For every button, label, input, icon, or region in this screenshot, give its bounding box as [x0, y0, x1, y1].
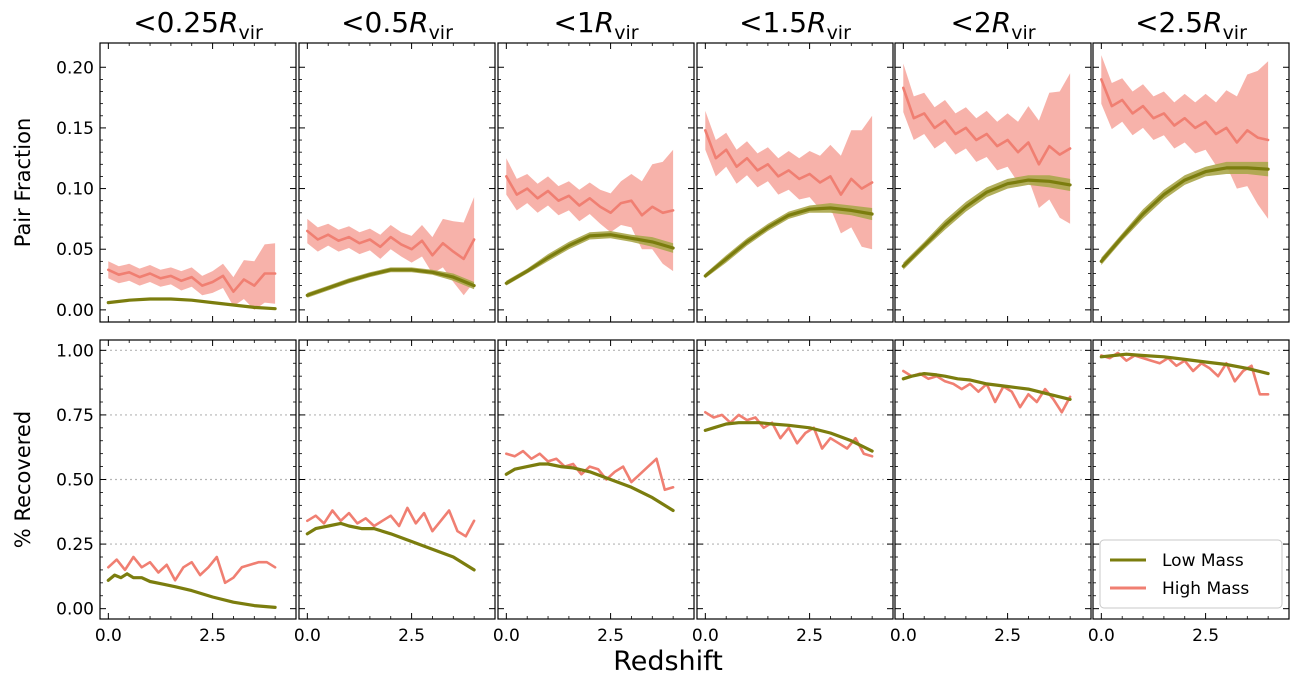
x-tick-label: 0.0	[1088, 626, 1115, 646]
legend-label: High Mass	[1162, 579, 1249, 599]
low-mass-line	[703, 206, 874, 278]
x-tick-label: 0.0	[692, 626, 719, 646]
high-mass-band	[903, 63, 1071, 224]
low-mass-line	[106, 572, 277, 610]
column-title: <1Rvir	[553, 6, 638, 44]
column-title: <0.25Rvir	[133, 6, 263, 44]
legend-box	[1099, 539, 1283, 609]
x-tick-label: 0.0	[890, 626, 917, 646]
x-tick-label: 2.5	[199, 626, 226, 646]
panel-r0-c2	[497, 42, 695, 323]
low-mass-line	[305, 268, 476, 297]
panel-background	[299, 340, 495, 619]
y-axis-label: % Recovered	[11, 411, 35, 548]
high-mass-band	[705, 110, 873, 250]
y-tick-label: 0.75	[56, 406, 94, 426]
panel-r1-c2: 0.0 2.5	[493, 339, 695, 646]
panel-frame	[894, 42, 1092, 323]
panel-background	[697, 340, 893, 619]
y-axis-label: Pair Fraction	[11, 118, 35, 248]
x-tick-label: 0.0	[95, 626, 122, 646]
panel-frame	[298, 42, 496, 323]
panel-r1-c1: 0.0 2.5	[294, 339, 496, 646]
high-mass-line	[305, 229, 476, 261]
y-tick-label: 0.15	[56, 119, 94, 139]
y-tick-label: 0.10	[56, 180, 94, 200]
column-title: <2.5Rvir	[1135, 6, 1247, 44]
panel-r0-c0: 0.00 0.05 0.10 0.15 0.20	[56, 42, 297, 323]
low-mass-line	[703, 421, 874, 453]
legend: Low Mass High Mass	[1099, 539, 1283, 609]
low-mass-line	[504, 462, 675, 513]
panel-r0-c1	[298, 42, 496, 323]
y-tick-label: 0.20	[56, 58, 94, 78]
x-tick-label: 0.0	[294, 626, 321, 646]
x-tick-label: 2.5	[796, 626, 823, 646]
high-mass-line	[305, 506, 476, 538]
panel-frame	[497, 42, 695, 323]
panel-frame	[696, 42, 894, 323]
y-tick-label: 1.00	[56, 341, 94, 361]
panel-r0-c3	[696, 42, 894, 323]
high-mass-line	[504, 449, 675, 492]
x-tick-label: 2.5	[1192, 626, 1219, 646]
panel-frame	[99, 42, 297, 323]
low-mass-line	[1099, 166, 1270, 263]
column-title: <0.5Rvir	[341, 6, 453, 44]
y-tick-label: 0.05	[56, 240, 94, 260]
x-tick-label: 2.5	[597, 626, 624, 646]
main-layer: 0.00 0.05 0.10 0.15 0.20 Pair Fraction 0.00 0.2…	[11, 6, 1290, 677]
y-tick-label: 0.00	[56, 600, 94, 620]
column-title: <1.5Rvir	[739, 6, 851, 44]
panel-frame	[1092, 42, 1290, 323]
panel-r0-c5	[1092, 42, 1290, 323]
panel-background	[895, 340, 1091, 619]
x-tick-label: 0.0	[493, 626, 520, 646]
low-mass-line	[901, 178, 1072, 268]
high-mass-line	[107, 268, 277, 294]
panel-r1-c4: 0.0 2.5	[890, 339, 1092, 646]
x-tick-label: 2.5	[994, 626, 1021, 646]
high-mass-line	[504, 175, 675, 217]
low-mass-band	[1101, 161, 1269, 265]
high-mass-line	[1100, 78, 1270, 144]
column-title: <2Rvir	[950, 6, 1035, 44]
high-mass-line	[703, 129, 874, 196]
y-tick-label: 0.00	[56, 301, 94, 321]
high-mass-line	[901, 86, 1072, 166]
low-mass-line	[106, 297, 277, 311]
high-mass-band	[1101, 55, 1269, 219]
x-tick-label: 2.5	[398, 626, 425, 646]
low-mass-line	[305, 521, 476, 572]
high-mass-band	[506, 149, 674, 272]
low-mass-line	[901, 372, 1072, 401]
low-mass-line	[504, 233, 675, 285]
legend-label: Low Mass	[1162, 551, 1244, 571]
panel-r0-c4	[894, 42, 1092, 323]
low-mass-line	[1099, 352, 1270, 376]
y-tick-label: 0.50	[56, 471, 94, 491]
high-mass-line	[107, 555, 277, 585]
high-mass-line	[703, 410, 874, 458]
panel-r1-c0: 0.00 0.25 0.50 0.75 1.00 0.0 2.5	[56, 339, 297, 646]
panel-r1-c3: 0.0 2.5	[692, 339, 894, 646]
y-tick-label: 0.25	[56, 535, 94, 555]
x-axis-label: Redshift	[613, 646, 723, 677]
